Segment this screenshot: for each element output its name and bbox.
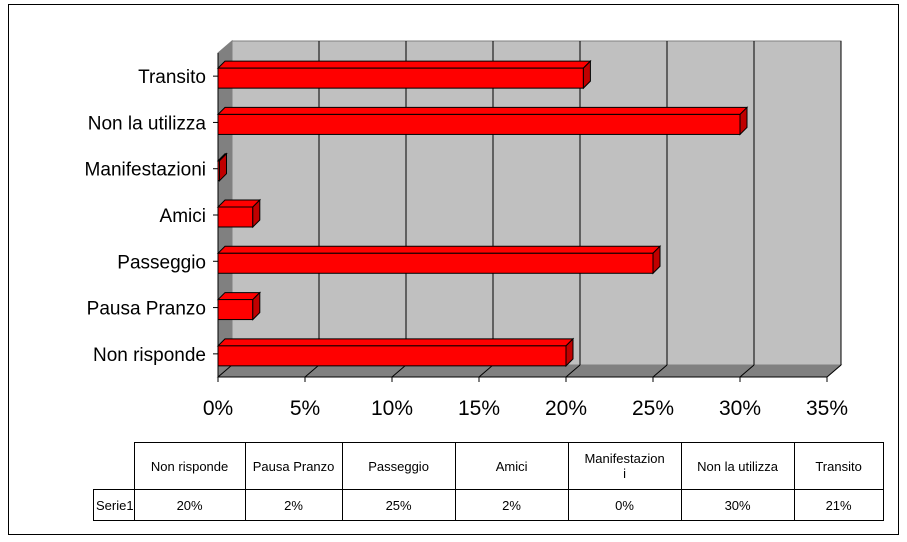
bar-end	[582, 59, 591, 90]
x-tick-label: 25%	[632, 397, 674, 420]
table-row: Serie1 20% 2% 25% 2% 0% 30% 21%	[93, 489, 884, 521]
x-tick-label: 5%	[290, 397, 320, 420]
floor-gridline	[565, 364, 581, 378]
bar-top	[216, 106, 749, 115]
floor-gridline	[391, 364, 407, 378]
table-value-cell: 2%	[454, 489, 569, 521]
x-tick-label: 20%	[545, 397, 587, 420]
floor-gridline	[478, 364, 494, 378]
x-tick-label: 35%	[806, 397, 848, 420]
bar-end	[252, 291, 261, 321]
bar	[217, 67, 584, 89]
table-header-cell: Non risponde	[133, 442, 246, 490]
bar-end	[252, 198, 261, 229]
bar-end	[652, 245, 661, 275]
chart-frame	[8, 4, 899, 535]
y-tick-label: Non la utilizza	[88, 113, 207, 134]
table-header-cell: Non la utilizza	[680, 442, 795, 490]
table-value-cell: 30%	[680, 489, 795, 521]
bar	[217, 252, 654, 274]
table-header-cell: Passeggio	[341, 442, 456, 490]
plot-back-wall	[231, 40, 842, 366]
floor-gridline	[739, 364, 755, 378]
bar-top	[216, 245, 662, 254]
table-value-cell: 0%	[567, 489, 682, 521]
table-value-cell: 2%	[244, 489, 343, 521]
x-tick-label: 0%	[203, 397, 233, 420]
bar-end	[739, 106, 748, 136]
table-corner-cell	[93, 442, 135, 490]
table-header-row: Non risponde Pausa Pranzo Passeggio Amic…	[93, 442, 884, 490]
y-tick-label: Transito	[138, 67, 206, 88]
bar-end	[219, 152, 227, 182]
x-tick-label: 10%	[371, 397, 413, 420]
x-tick-label: 15%	[458, 397, 500, 420]
y-tick-label: Pausa Pranzo	[87, 299, 206, 320]
table-header-cell: Manifestazion i	[567, 442, 682, 490]
bar	[217, 299, 254, 321]
data-table: Non risponde Pausa Pranzo Passeggio Amic…	[93, 442, 884, 521]
bar	[217, 345, 567, 367]
bar	[217, 113, 741, 135]
x-tick-label: 30%	[719, 397, 761, 420]
bar	[217, 206, 254, 228]
bar-top	[216, 60, 592, 69]
floor-gridline	[304, 364, 320, 378]
bar-top	[216, 338, 575, 347]
table-value-cell: 20%	[133, 489, 246, 521]
table-header-cell: Transito	[793, 442, 884, 490]
y-tick-label: Passeggio	[117, 252, 206, 273]
table-value-cell: 25%	[341, 489, 456, 521]
table-value-cell: 21%	[793, 489, 884, 521]
floor-gridline	[217, 364, 233, 378]
bar-end	[565, 337, 574, 368]
y-tick-label: Manifestazioni	[85, 160, 206, 181]
y-tick-label: Non risponde	[93, 345, 206, 366]
table-header-cell: Amici	[454, 442, 569, 490]
floor-gridline	[652, 364, 668, 378]
y-tick-label: Amici	[160, 206, 206, 227]
table-header-cell: Pausa Pranzo	[244, 442, 343, 490]
floor-gridline	[826, 364, 842, 378]
series-name-cell: Serie1	[93, 489, 135, 521]
